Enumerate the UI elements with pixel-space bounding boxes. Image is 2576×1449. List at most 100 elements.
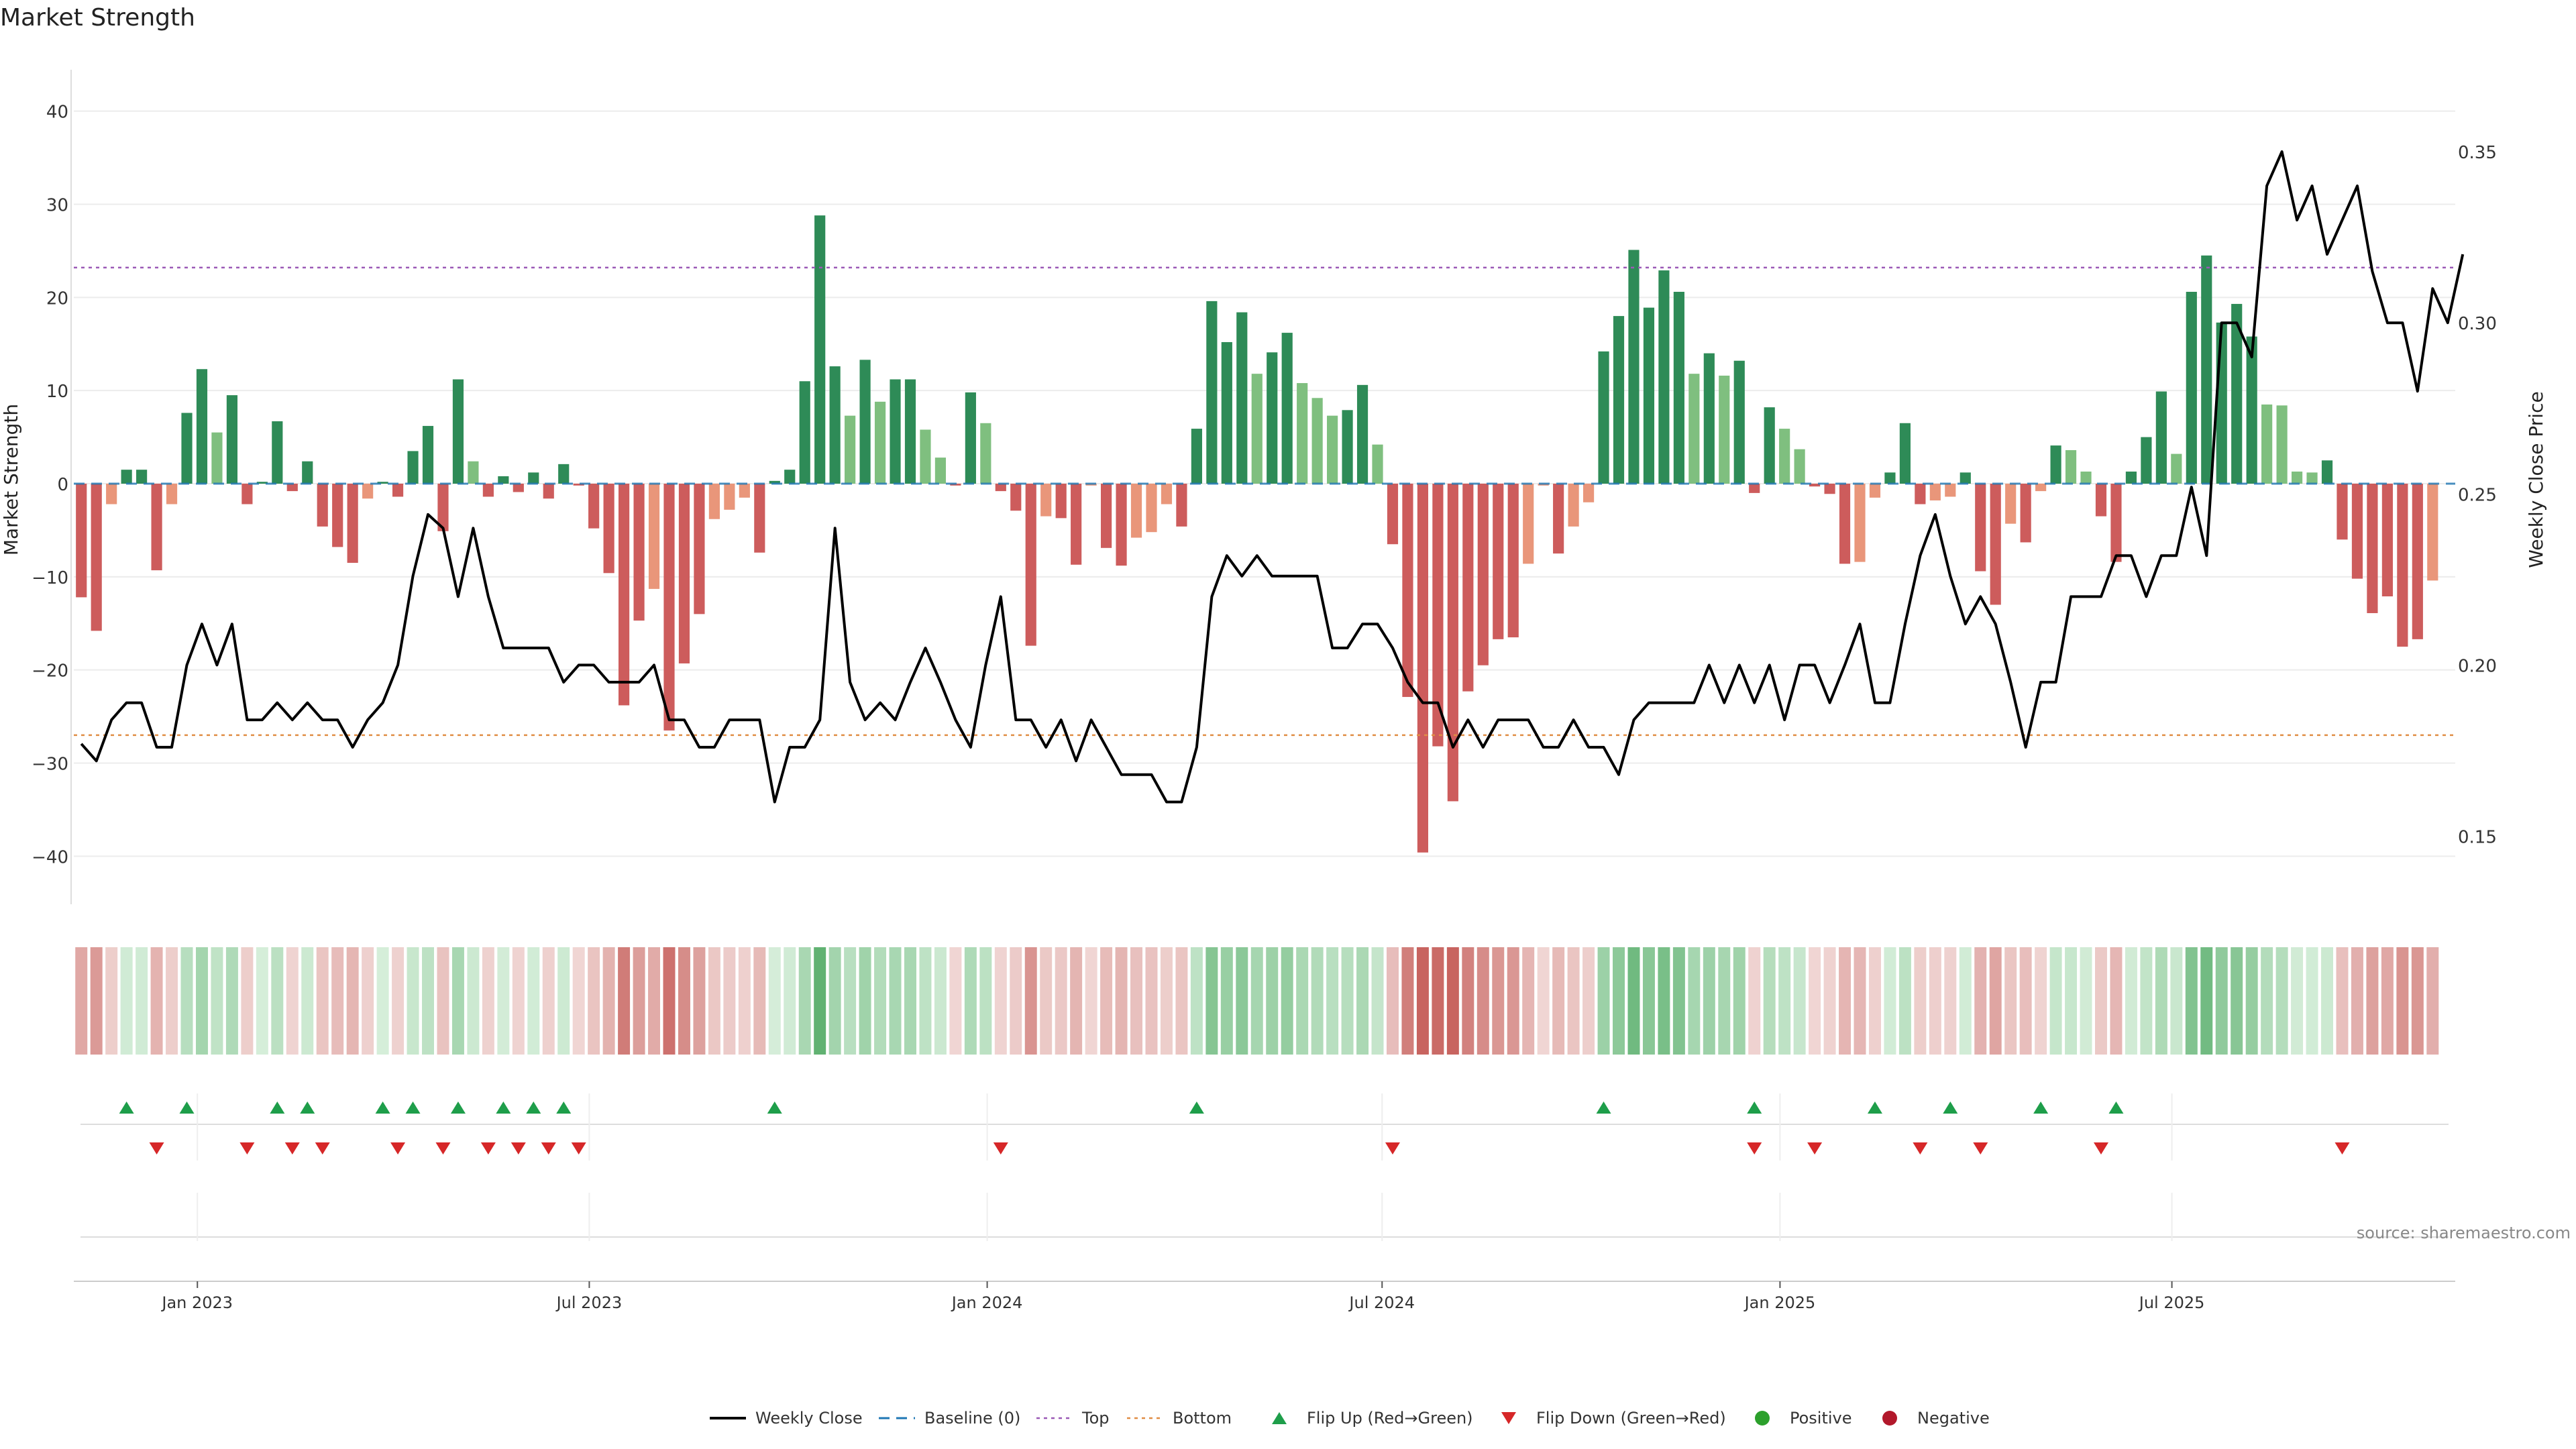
flip-down-marker bbox=[2334, 1142, 2350, 1155]
heat-cell bbox=[166, 947, 178, 1055]
heat-cell bbox=[1522, 947, 1535, 1055]
heat-cell bbox=[2125, 947, 2137, 1055]
strength-bar bbox=[196, 369, 208, 484]
heat-cell bbox=[2231, 947, 2243, 1055]
strength-bar bbox=[769, 480, 780, 484]
heat-cell bbox=[150, 947, 163, 1055]
y-tick-label: 0 bbox=[57, 475, 68, 495]
heat-cell bbox=[1627, 947, 1640, 1055]
heat-cell bbox=[136, 947, 148, 1055]
flip-down-marker bbox=[239, 1142, 255, 1155]
strength-bar bbox=[754, 484, 765, 553]
heat-cell bbox=[919, 947, 932, 1055]
strength-bar bbox=[226, 395, 238, 484]
strength-bar bbox=[1236, 312, 1248, 484]
y2-tick-label: 0.30 bbox=[2458, 314, 2497, 334]
strength-bar bbox=[1462, 484, 1474, 692]
y2-tick-label: 0.25 bbox=[2458, 485, 2497, 505]
flip-down-marker bbox=[1747, 1142, 1762, 1155]
legend-swatch-tri-up bbox=[1272, 1412, 1287, 1424]
strength-bar bbox=[739, 484, 750, 498]
legend: Weekly Close Baseline (0) Top Bottom Flip Up… bbox=[710, 1409, 1990, 1428]
flip-up-marker bbox=[1747, 1102, 1762, 1114]
heat-cell bbox=[557, 947, 570, 1055]
strength-bar bbox=[1025, 484, 1036, 646]
flip-down-marker bbox=[284, 1142, 300, 1155]
strength-bar bbox=[859, 360, 871, 484]
legend-label: Baseline (0) bbox=[924, 1409, 1020, 1428]
heat-cell bbox=[2004, 947, 2017, 1055]
heat-cell bbox=[1341, 947, 1354, 1055]
strength-bar bbox=[1356, 384, 1368, 484]
legend-swatch-tri-down bbox=[1501, 1412, 1516, 1424]
heat-cell bbox=[723, 947, 736, 1055]
strength-bar bbox=[2005, 484, 2017, 524]
heat-cell bbox=[1703, 947, 1715, 1055]
strength-bar bbox=[1402, 484, 1413, 697]
flip-up-marker bbox=[1943, 1102, 1958, 1114]
legend-item: Top bbox=[1036, 1409, 1110, 1428]
heat-cell bbox=[1145, 947, 1158, 1055]
y-tick-label: −40 bbox=[32, 847, 68, 867]
heat-cell bbox=[1401, 947, 1414, 1055]
heat-cell bbox=[2035, 947, 2047, 1055]
heat-cell bbox=[407, 947, 419, 1055]
strength-bar bbox=[1613, 316, 1625, 484]
strength-bar bbox=[1899, 423, 1911, 484]
heat-cell bbox=[376, 947, 389, 1055]
source-note: source: sharemaestro.com bbox=[2357, 1224, 2571, 1242]
strength-bar bbox=[1869, 484, 1881, 498]
heat-cell bbox=[1010, 947, 1022, 1055]
heat-cell bbox=[1040, 947, 1053, 1055]
heat-cell bbox=[2351, 947, 2363, 1055]
strength-bar bbox=[1884, 472, 1896, 484]
strength-bar bbox=[2321, 460, 2333, 484]
heat-cell bbox=[1250, 947, 1263, 1055]
strength-bar bbox=[2231, 304, 2243, 484]
strength-bar bbox=[2216, 322, 2227, 484]
heat-cell bbox=[874, 947, 887, 1055]
heat-cell bbox=[1190, 947, 1203, 1055]
flip-up-marker bbox=[1189, 1102, 1204, 1114]
strength-bar bbox=[1130, 484, 1142, 538]
heat-cell bbox=[482, 947, 494, 1055]
heat-cell bbox=[1477, 947, 1489, 1055]
strength-bar bbox=[528, 472, 539, 484]
strength-bar bbox=[2306, 472, 2318, 484]
heat-cell bbox=[286, 947, 299, 1055]
strength-bar bbox=[2186, 291, 2197, 484]
heat-cell bbox=[527, 947, 540, 1055]
strength-bar bbox=[422, 425, 434, 484]
strength-bar bbox=[1311, 398, 1323, 484]
heat-cell bbox=[1597, 947, 1610, 1055]
heat-cell bbox=[497, 947, 510, 1055]
strength-bar bbox=[2141, 437, 2152, 484]
heat-cell bbox=[467, 947, 480, 1055]
heat-cell bbox=[602, 947, 615, 1055]
legend-swatch-circle bbox=[1882, 1411, 1897, 1426]
heat-cell bbox=[2110, 947, 2123, 1055]
legend-item: Flip Up (Red→Green) bbox=[1272, 1409, 1473, 1428]
strength-bar bbox=[890, 379, 901, 484]
strength-bar bbox=[1447, 484, 1458, 802]
y-tick-label: 20 bbox=[46, 288, 68, 309]
strength-bar bbox=[1267, 352, 1278, 484]
strength-bar bbox=[965, 392, 976, 484]
heat-cell bbox=[844, 947, 857, 1055]
flip-up-marker bbox=[405, 1102, 421, 1114]
heat-cell bbox=[1416, 947, 1429, 1055]
strength-bar bbox=[1553, 484, 1564, 554]
flip-down-marker bbox=[1973, 1142, 1988, 1155]
strength-bar bbox=[317, 484, 328, 527]
legend-label: Flip Down (Green→Red) bbox=[1536, 1409, 1726, 1428]
heat-cell bbox=[1371, 947, 1384, 1055]
strength-bar bbox=[980, 423, 991, 484]
strength-bar bbox=[2110, 484, 2122, 562]
strength-bar bbox=[1372, 444, 1383, 484]
legend-item: Baseline (0) bbox=[879, 1409, 1020, 1428]
strength-bar bbox=[1628, 250, 1640, 484]
heat-cell bbox=[784, 947, 796, 1055]
y-tick-label: 10 bbox=[46, 382, 68, 402]
flip-down-marker bbox=[149, 1142, 164, 1155]
